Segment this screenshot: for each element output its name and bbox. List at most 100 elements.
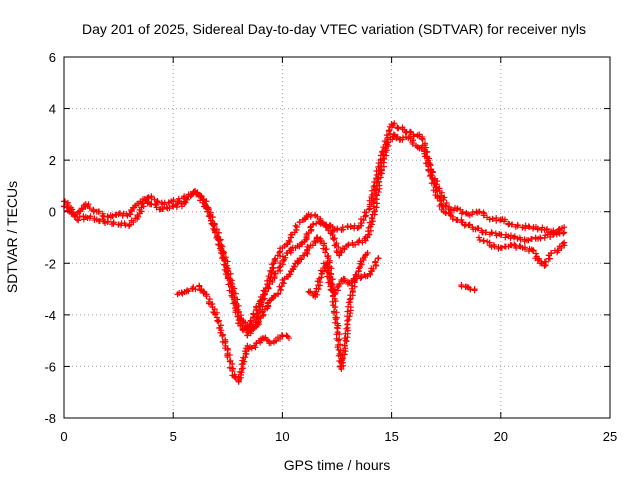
data-point xyxy=(204,208,211,215)
data-point xyxy=(221,257,228,264)
data-point xyxy=(261,335,268,342)
data-point xyxy=(480,212,487,219)
data-point xyxy=(334,283,341,290)
data-point xyxy=(307,213,314,220)
data-point xyxy=(490,242,497,249)
y-tick-label: 0 xyxy=(49,205,56,220)
data-point xyxy=(215,318,222,325)
data-point xyxy=(376,167,383,174)
data-point xyxy=(443,200,450,207)
data-point xyxy=(341,246,348,253)
data-point xyxy=(442,202,449,209)
data-point xyxy=(336,331,343,338)
data-point xyxy=(226,277,233,284)
data-point xyxy=(510,234,517,241)
data-point xyxy=(232,374,239,381)
data-point xyxy=(380,152,387,159)
data-point xyxy=(339,352,346,359)
data-point xyxy=(430,176,437,183)
y-tick-label: 2 xyxy=(49,153,56,168)
data-point xyxy=(313,285,320,292)
data-point xyxy=(371,178,378,185)
data-point xyxy=(362,213,369,220)
data-point xyxy=(525,223,532,230)
data-point xyxy=(333,309,340,316)
data-point xyxy=(234,296,241,303)
data-point xyxy=(240,354,247,361)
data-point xyxy=(323,260,330,267)
data-point xyxy=(104,213,111,220)
data-point xyxy=(363,209,370,216)
data-point xyxy=(145,194,152,201)
data-point xyxy=(280,280,287,287)
data-point xyxy=(548,250,555,257)
data-point xyxy=(358,216,365,223)
data-point xyxy=(95,208,102,215)
data-point xyxy=(241,358,248,365)
data-point xyxy=(534,257,541,264)
data-point xyxy=(399,136,406,143)
data-point xyxy=(360,217,367,224)
data-point xyxy=(243,323,250,330)
data-point xyxy=(458,281,465,288)
data-point xyxy=(206,296,213,303)
data-point xyxy=(219,331,226,338)
data-point xyxy=(197,287,204,294)
chart-title: Day 201 of 2025, Sidereal Day-to-day VTE… xyxy=(82,21,586,37)
data-point xyxy=(334,287,341,294)
data-point xyxy=(381,138,388,145)
data-point xyxy=(78,205,85,212)
data-point xyxy=(170,196,177,203)
data-point xyxy=(185,288,192,295)
y-tick-label: 6 xyxy=(49,50,56,65)
data-point xyxy=(232,290,239,297)
data-point xyxy=(214,233,221,240)
data-point xyxy=(489,216,496,223)
data-point xyxy=(369,218,376,225)
y-tick-label: -2 xyxy=(44,256,56,271)
data-point xyxy=(320,242,327,249)
data-point xyxy=(288,247,295,254)
plot-frame xyxy=(63,56,611,419)
data-point xyxy=(203,293,210,300)
data-point xyxy=(233,304,240,311)
data-point xyxy=(128,208,135,215)
data-point xyxy=(337,363,344,370)
data-point xyxy=(375,255,382,262)
data-point xyxy=(215,237,222,244)
data-point xyxy=(285,335,292,342)
y-tick-label: -4 xyxy=(44,308,56,323)
data-point xyxy=(163,204,170,211)
data-point xyxy=(476,208,483,215)
data-point xyxy=(561,224,568,231)
data-point xyxy=(258,299,265,306)
data-point xyxy=(344,242,351,249)
data-point xyxy=(541,234,548,241)
data-point xyxy=(341,335,348,342)
data-point xyxy=(176,198,183,205)
data-point xyxy=(325,279,332,286)
data-point xyxy=(349,282,356,289)
data-point xyxy=(192,286,199,293)
data-point xyxy=(207,217,214,224)
data-point xyxy=(395,125,402,132)
data-point xyxy=(372,259,379,266)
data-point xyxy=(224,353,231,360)
data-point xyxy=(359,239,366,246)
y-tick-label: -6 xyxy=(44,359,56,374)
data-point xyxy=(130,219,137,226)
data-point xyxy=(500,218,507,225)
data-point xyxy=(265,285,272,292)
data-points xyxy=(61,120,568,385)
data-point xyxy=(335,244,342,251)
data-point xyxy=(110,219,117,226)
data-point xyxy=(340,355,347,362)
data-point xyxy=(433,181,440,188)
data-point xyxy=(215,229,222,236)
data-point xyxy=(262,284,269,291)
data-point xyxy=(367,271,374,278)
data-point xyxy=(203,198,210,205)
data-point xyxy=(372,175,379,182)
data-point xyxy=(329,235,336,242)
